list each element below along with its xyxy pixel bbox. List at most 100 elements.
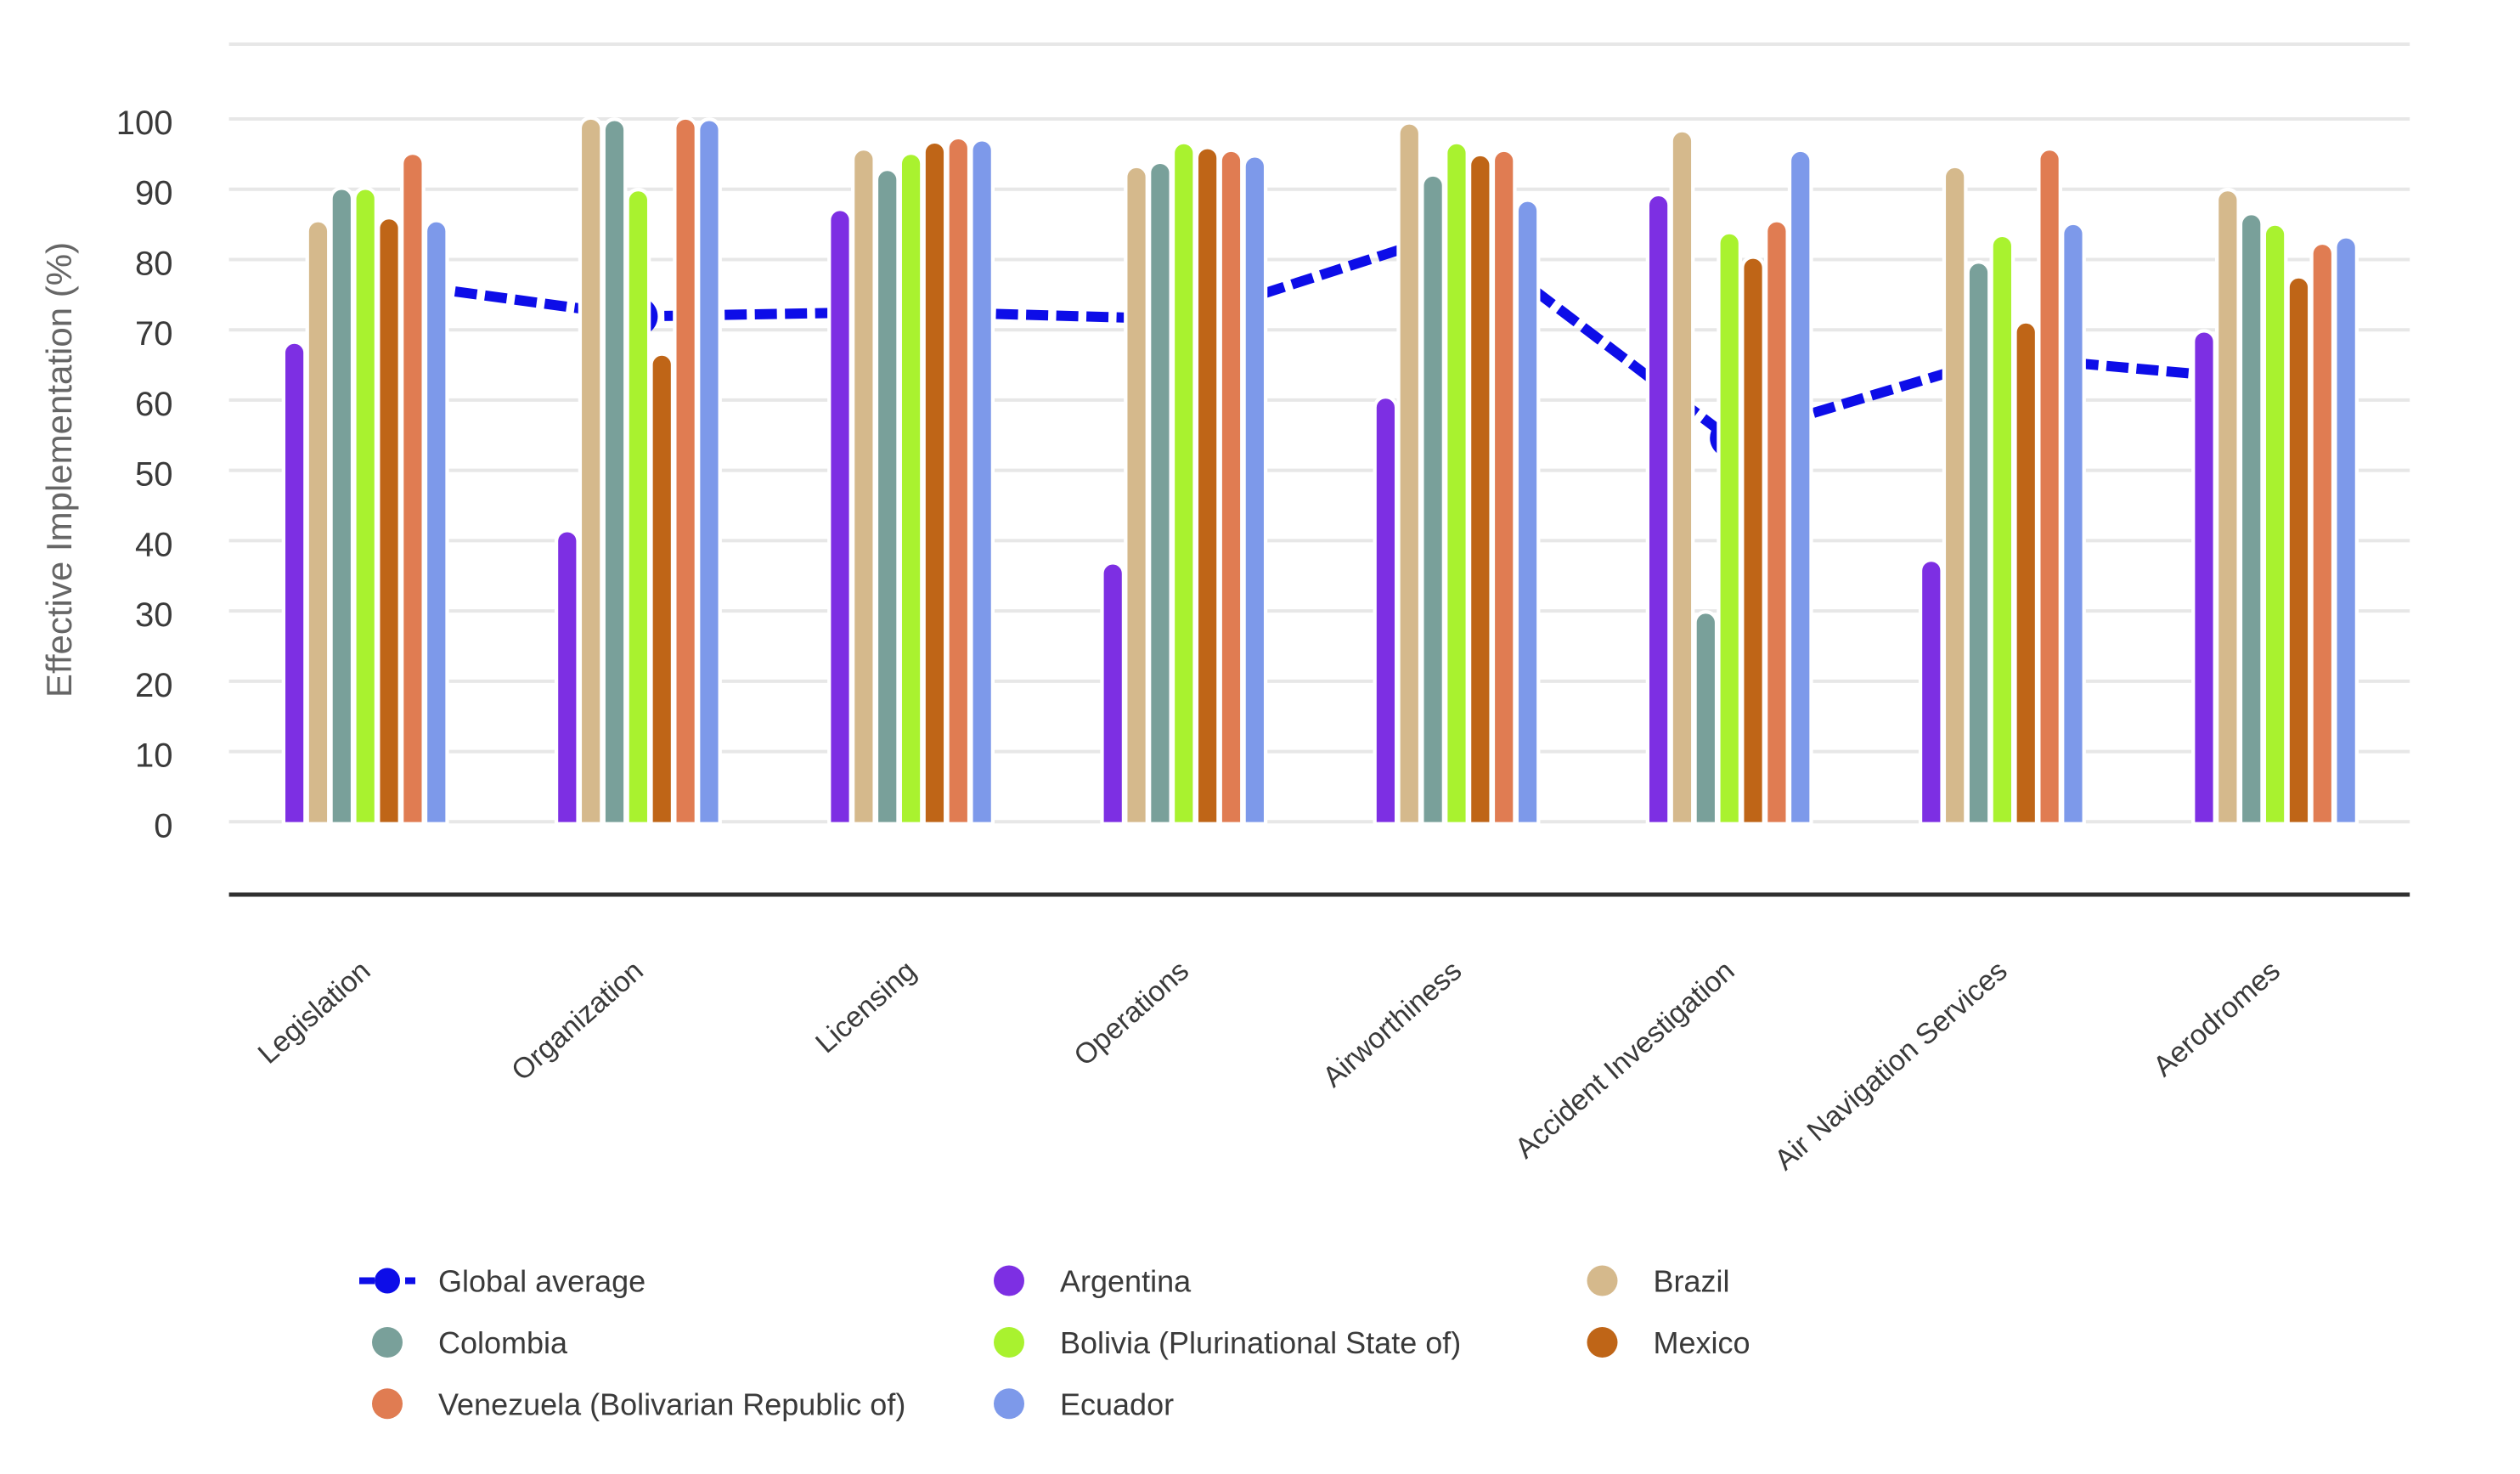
bar-organization-mexico: [649, 352, 675, 826]
bar-air-navigation-services-mexico: [2013, 319, 2039, 826]
bar-organization-brazil: [578, 116, 604, 826]
legend-label-argentina: Argentina: [1060, 1264, 1192, 1299]
bar-air-navigation-services-venezuela-bolivarian-republic-of: [2037, 146, 2062, 826]
bar-airworthiness-mexico: [1467, 152, 1493, 826]
bar-air-navigation-services-brazil: [1942, 164, 1968, 826]
bar-air-navigation-services-bolivia-plurinational-state-of: [1989, 233, 2015, 826]
bar-airworthiness-colombia: [1420, 172, 1446, 826]
bar-aerodromes-ecuador: [2333, 234, 2359, 826]
legend-marker-venezuela-bolivarian-republic-of: [372, 1388, 403, 1420]
bar-airworthiness-brazil: [1396, 121, 1423, 826]
bar-licensing-ecuador: [969, 138, 995, 826]
x-label-legislation: Legislation: [252, 955, 377, 1070]
x-label-accident-investigation: Accident Investigation: [1509, 955, 1741, 1166]
bar-operations-argentina: [1100, 561, 1126, 826]
y-tick-100: 100: [116, 104, 173, 142]
bar-licensing-brazil: [850, 146, 877, 826]
bar-group-aerodromes: [2191, 187, 2359, 826]
bar-accident-investigation-colombia: [1693, 610, 1719, 826]
bar-organization-colombia: [601, 117, 628, 826]
y-tick-10: 10: [135, 737, 173, 775]
legend-item-ecuador[interactable]: Ecuador: [994, 1386, 1174, 1421]
bar-operations-ecuador: [1242, 154, 1268, 826]
legend: Global average Argentina Brazil Colombia Bol…: [359, 1264, 1750, 1421]
y-tick-70: 70: [135, 315, 173, 353]
x-label-aerodromes: Aerodromes: [2147, 955, 2286, 1083]
legend-item-brazil[interactable]: Brazil: [1587, 1264, 1730, 1299]
bar-accident-investigation-ecuador: [1787, 148, 1813, 826]
bar-operations-brazil: [1124, 164, 1149, 826]
bar-licensing-argentina: [827, 207, 853, 826]
bar-aerodromes-venezuela-bolivarian-republic-of: [2309, 240, 2336, 826]
bar-accident-investigation-argentina: [1645, 192, 1672, 826]
bar-licensing-mexico: [922, 139, 948, 826]
x-label-operations: Operations: [1068, 955, 1195, 1073]
bar-airworthiness-venezuela-bolivarian-republic-of: [1491, 148, 1517, 826]
bar-group-licensing: [827, 135, 995, 826]
bar-group-organization: [554, 116, 722, 826]
legend-item-global-average[interactable]: Global average: [359, 1264, 646, 1299]
bar-licensing-colombia: [874, 167, 900, 826]
bar-accident-investigation-mexico: [1740, 255, 1766, 826]
bar-operations-bolivia-plurinational-state-of: [1170, 140, 1197, 826]
legend-label-brazil: Brazil: [1654, 1264, 1730, 1299]
y-axis-title-text: Effective Implementation (%): [39, 242, 79, 697]
y-tick-labels: 0 10 20 30 40 50 60 70 80 90 100: [116, 104, 173, 844]
legend-marker-bolivia-plurinational-state-of: [994, 1327, 1024, 1358]
bar-group-accident-investigation: [1645, 128, 1813, 826]
legend-item-venezuela-bolivarian-republic-of[interactable]: Venezuela (Bolivarian Republic of): [372, 1386, 905, 1421]
bar-group-operations: [1100, 140, 1268, 826]
bar-operations-mexico: [1194, 145, 1221, 826]
bar-organization-ecuador: [696, 117, 722, 826]
legend-item-mexico[interactable]: Mexico: [1587, 1325, 1750, 1360]
bar-group-legislation: [281, 150, 449, 826]
x-label-organization: Organization: [505, 955, 650, 1087]
y-tick-20: 20: [135, 667, 173, 704]
bar-aerodromes-brazil: [2214, 187, 2241, 826]
legend-label-colombia: Colombia: [438, 1325, 568, 1360]
bar-accident-investigation-brazil: [1669, 128, 1695, 826]
bar-legislation-venezuela-bolivarian-republic-of: [400, 150, 426, 826]
x-label-airworthiness: Airworthiness: [1316, 955, 1468, 1094]
bar-airworthiness-bolivia-plurinational-state-of: [1444, 140, 1469, 826]
bar-aerodromes-mexico: [2286, 274, 2312, 826]
legend-item-colombia[interactable]: Colombia: [372, 1325, 568, 1360]
y-tick-0: 0: [154, 807, 172, 844]
bar-accident-investigation-venezuela-bolivarian-republic-of: [1764, 218, 1790, 826]
legend-label-global-average: Global average: [438, 1264, 646, 1299]
y-tick-30: 30: [135, 596, 173, 634]
bar-licensing-bolivia-plurinational-state-of: [898, 150, 924, 826]
bar-operations-colombia: [1147, 160, 1173, 826]
bar-group-air-navigation-services: [1918, 146, 2086, 826]
bar-operations-venezuela-bolivarian-republic-of: [1218, 148, 1244, 826]
bar-licensing-venezuela-bolivarian-republic-of: [945, 135, 972, 826]
legend-marker-mexico: [1587, 1327, 1618, 1358]
bar-aerodromes-colombia: [2238, 212, 2264, 826]
legend-marker-argentina: [994, 1265, 1024, 1296]
legend-marker-colombia: [372, 1327, 403, 1358]
legend-marker-brazil: [1587, 1265, 1618, 1296]
bar-airworthiness-argentina: [1373, 394, 1399, 826]
bar-legislation-colombia: [329, 186, 355, 826]
bar-legislation-mexico: [376, 216, 402, 826]
x-label-air-navigation-services: Air Navigation Services: [1768, 955, 2013, 1177]
legend-label-mexico: Mexico: [1654, 1325, 1750, 1360]
bar-legislation-argentina: [281, 340, 307, 826]
bar-airworthiness-ecuador: [1514, 198, 1541, 826]
y-tick-90: 90: [135, 175, 173, 212]
y-tick-60: 60: [135, 386, 173, 423]
x-category-labels: Legislation Organization Licensing Operatio…: [252, 955, 2286, 1177]
legend-label-ecuador: Ecuador: [1060, 1386, 1174, 1421]
bar-organization-bolivia-plurinational-state-of: [625, 187, 651, 826]
bar-organization-venezuela-bolivarian-republic-of: [673, 116, 698, 826]
legend-item-bolivia-plurinational-state-of[interactable]: Bolivia (Plurinational State of): [994, 1325, 1461, 1360]
legend-marker-dot-global-average: [375, 1268, 400, 1294]
bar-groups: [281, 116, 2359, 826]
x-label-licensing: Licensing: [809, 955, 922, 1060]
bar-aerodromes-bolivia-plurinational-state-of: [2262, 222, 2288, 826]
legend-item-argentina[interactable]: Argentina: [994, 1264, 1192, 1299]
bar-group-airworthiness: [1373, 121, 1541, 826]
bar-accident-investigation-bolivia-plurinational-state-of: [1717, 230, 1743, 826]
